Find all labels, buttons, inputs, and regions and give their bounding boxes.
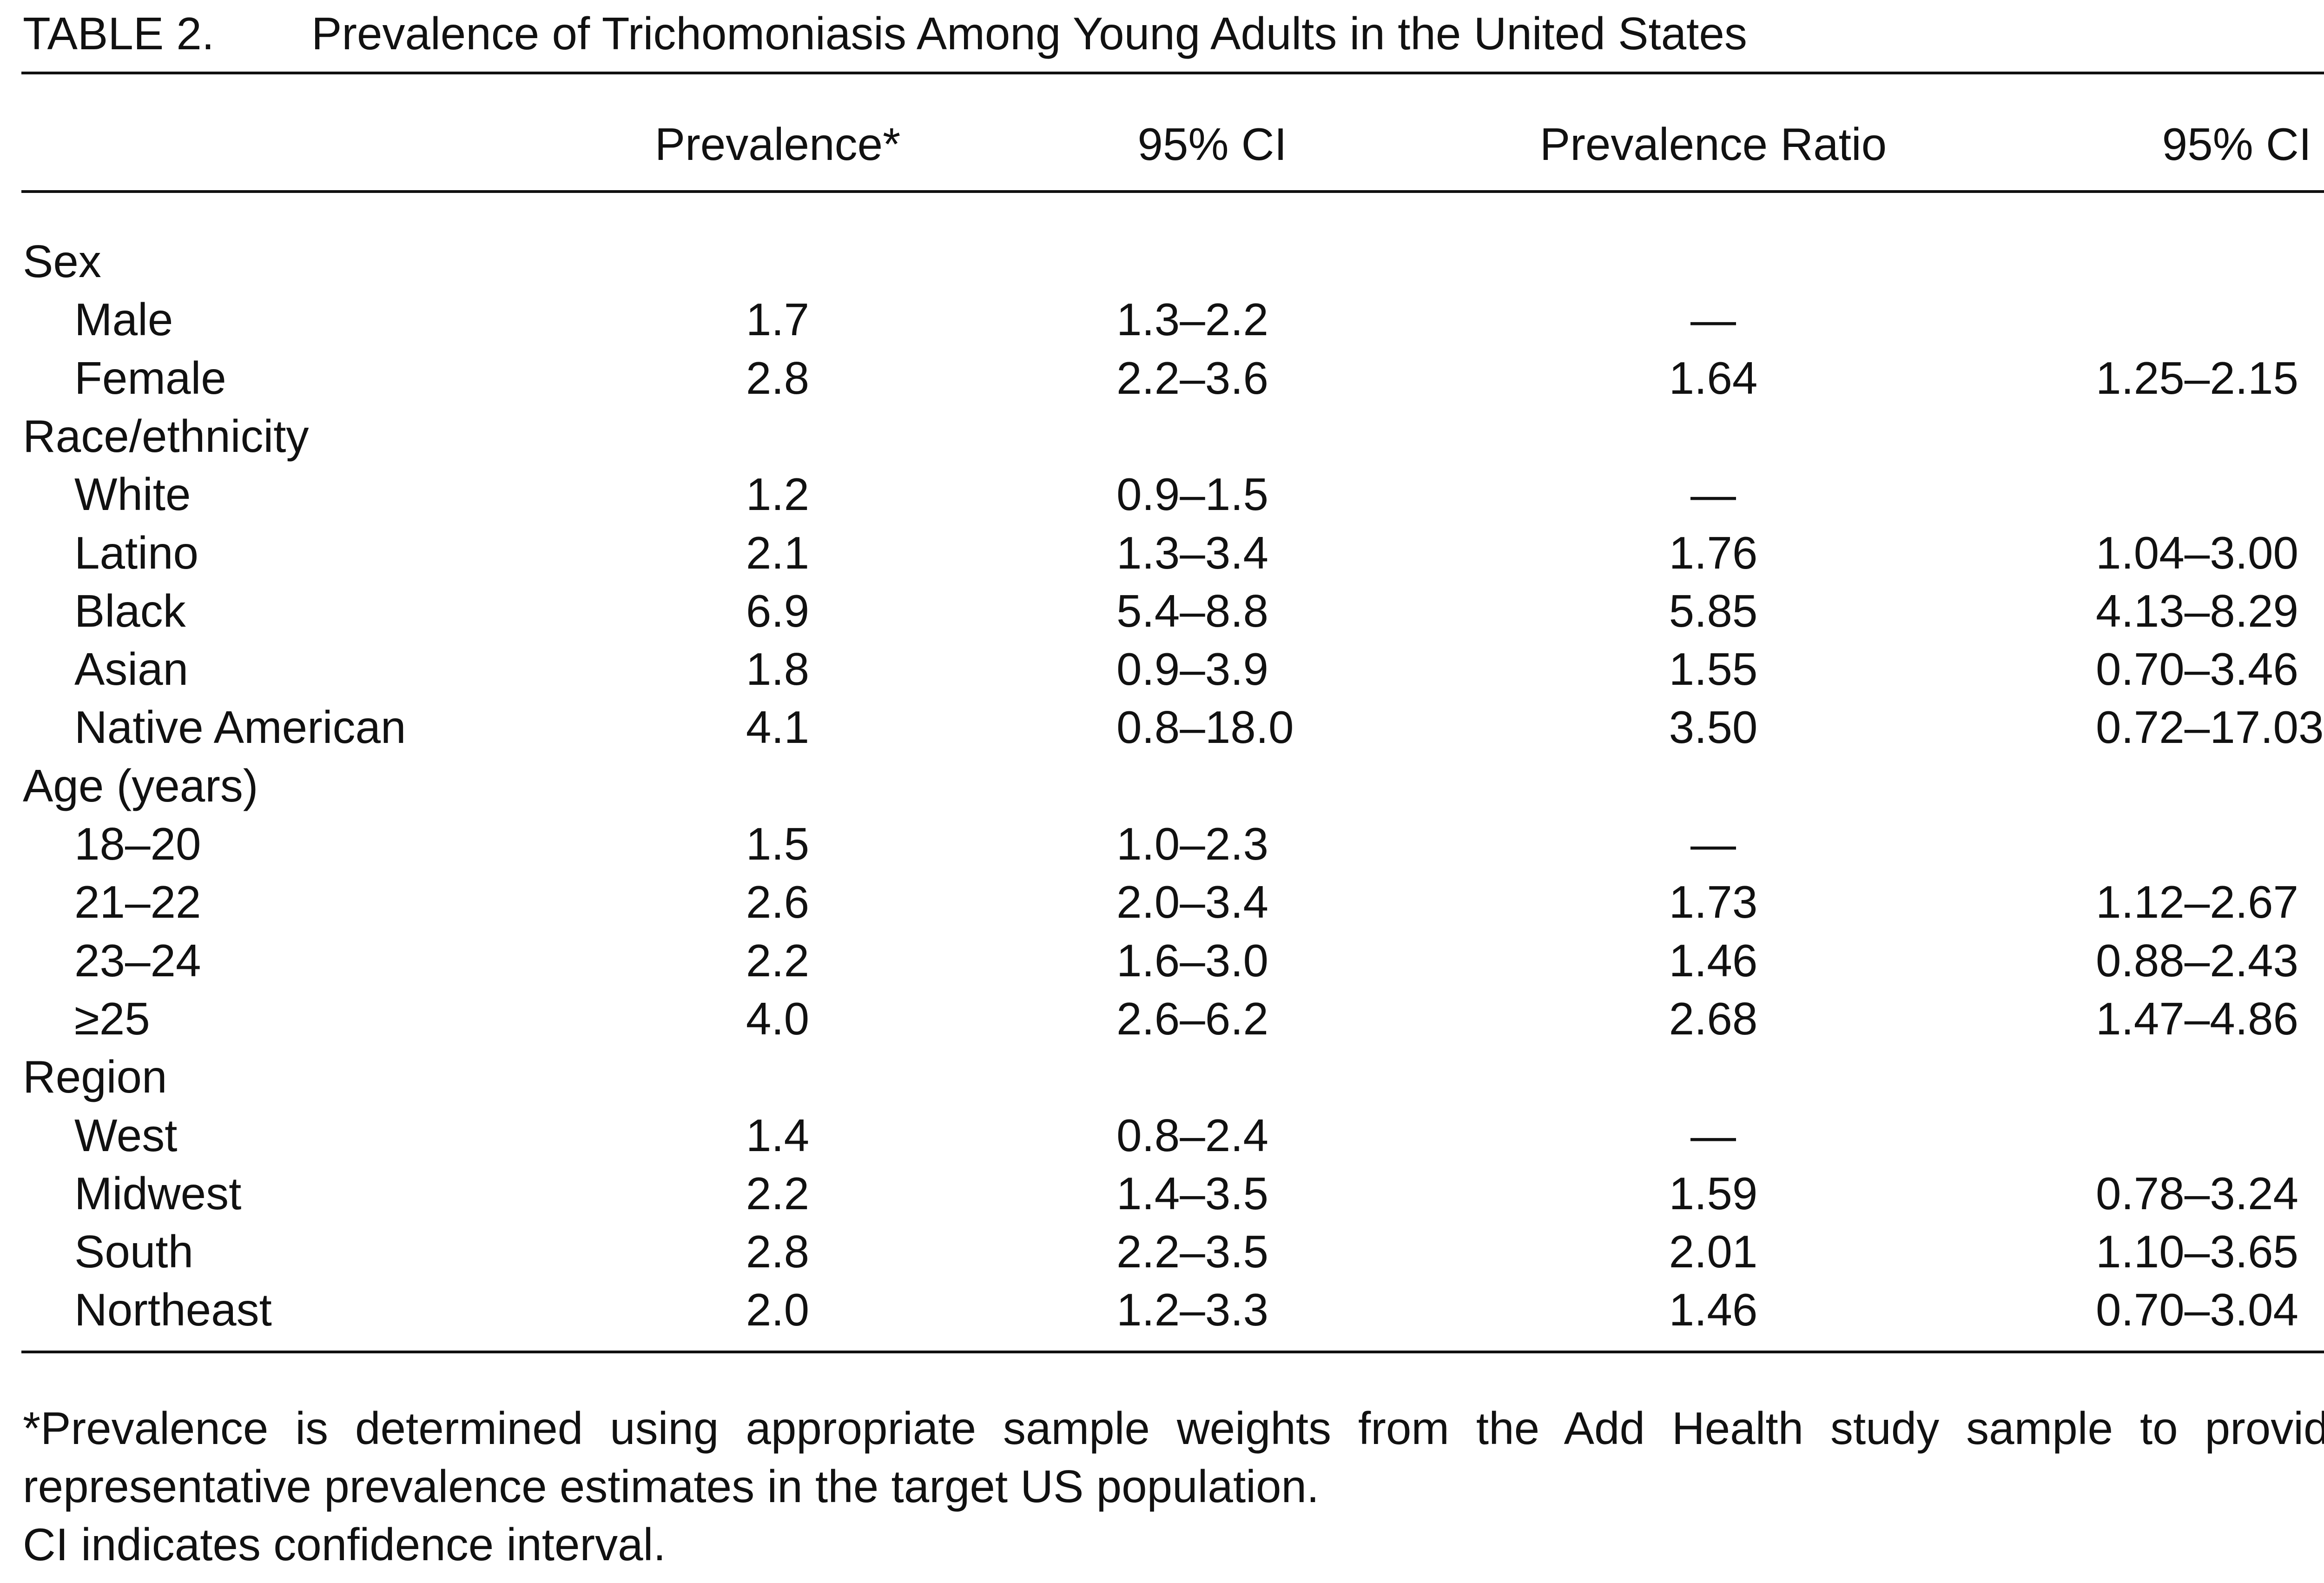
cell: 1.3–2.2 — [1116, 294, 1268, 345]
row-label: ≥25 — [74, 993, 150, 1044]
cell: 1.04–3.00 — [2096, 527, 2298, 578]
cell: 1.25–2.15 — [2096, 352, 2298, 404]
cell: — — [1690, 818, 1736, 869]
cell: 0.9–1.5 — [1116, 469, 1268, 520]
cell: 1.3–3.4 — [1116, 527, 1268, 578]
cell: 1.64 — [1669, 352, 1758, 404]
cell: 2.2 — [746, 934, 810, 986]
cell: 2.68 — [1669, 993, 1758, 1044]
group-label: Region — [23, 1051, 167, 1103]
cell: 1.10–3.65 — [2096, 1226, 2298, 1278]
cell: — — [1690, 1109, 1736, 1161]
cell: 1.46 — [1669, 934, 1758, 986]
row-label: Latino — [74, 527, 199, 578]
cell: 1.6–3.0 — [1116, 934, 1268, 986]
cell: 2.2–3.5 — [1116, 1226, 1268, 1278]
footnote: CI indicates confidence interval. — [23, 1519, 666, 1570]
row-label: 23–24 — [74, 934, 201, 986]
cell: 2.2–3.6 — [1116, 352, 1268, 404]
cell: 2.6 — [746, 876, 810, 928]
cell: 0.88–2.43 — [2096, 934, 2298, 986]
row-label: Midwest — [74, 1167, 242, 1219]
header-rule — [21, 190, 2324, 193]
cell: 2.8 — [746, 1226, 810, 1278]
row-label: 18–20 — [74, 818, 201, 869]
table-title: Prevalence of Trichomoniasis Among Young… — [311, 8, 1747, 59]
cell: 1.46 — [1669, 1284, 1758, 1336]
cell: 2.6–6.2 — [1116, 993, 1268, 1044]
row-label: White — [74, 469, 191, 520]
cell: 1.47–4.86 — [2096, 993, 2298, 1044]
footnotes: *Prevalence is determined using appropri… — [23, 1399, 2324, 1574]
cell: — — [1690, 294, 1736, 345]
cell: 0.8–18.0 — [1116, 702, 1294, 753]
cell: 2.01 — [1669, 1226, 1758, 1278]
cell: 4.1 — [746, 702, 810, 753]
column-header: Prevalence Ratio — [1539, 119, 1887, 170]
bottom-rule — [21, 1351, 2324, 1353]
column-header: Prevalence* — [654, 119, 901, 170]
cell: 1.2–3.3 — [1116, 1284, 1268, 1336]
cell: 1.2 — [746, 469, 810, 520]
cell: 4.13–8.29 — [2096, 585, 2298, 636]
cell: 1.0–2.3 — [1116, 818, 1268, 869]
cell: 0.72–17.03 — [2096, 702, 2324, 753]
cell: 5.85 — [1669, 585, 1758, 636]
cell: 1.4 — [746, 1109, 810, 1161]
cell: 2.2 — [746, 1167, 810, 1219]
row-label: 21–22 — [74, 876, 201, 928]
cell: 2.1 — [746, 527, 810, 578]
row-label: Female — [74, 352, 226, 404]
cell: 0.78–3.24 — [2096, 1167, 2298, 1219]
cell: 2.8 — [746, 352, 810, 404]
cell: 1.59 — [1669, 1167, 1758, 1219]
row-label: Male — [74, 294, 173, 345]
column-header: 95% CI — [2162, 119, 2311, 170]
cell: 1.7 — [746, 294, 810, 345]
cell: 2.0 — [746, 1284, 810, 1336]
cell: 0.8–2.4 — [1116, 1109, 1268, 1161]
cell: 4.0 — [746, 993, 810, 1044]
cell: 1.12–2.67 — [2096, 876, 2298, 928]
row-label: Native American — [74, 702, 406, 753]
cell: 1.8 — [746, 643, 810, 695]
cell: 1.55 — [1669, 643, 1758, 695]
top-rule — [21, 72, 2324, 74]
column-header: 95% CI — [1137, 119, 1287, 170]
row-label: Northeast — [74, 1284, 272, 1336]
cell: 0.9–3.9 — [1116, 643, 1268, 695]
cell: 6.9 — [746, 585, 810, 636]
group-label: Sex — [23, 236, 101, 287]
group-label: Race/ethnicity — [23, 410, 309, 462]
cell: 2.0–3.4 — [1116, 876, 1268, 928]
cell: 1.5 — [746, 818, 810, 869]
row-label: Asian — [74, 643, 189, 695]
cell: — — [1690, 469, 1736, 520]
row-label: West — [74, 1109, 178, 1161]
cell: 0.70–3.04 — [2096, 1284, 2298, 1336]
footnote: *Prevalence is determined using appropri… — [23, 1403, 2324, 1512]
cell: 1.73 — [1669, 876, 1758, 928]
group-label: Age (years) — [23, 760, 258, 811]
cell: 1.4–3.5 — [1116, 1167, 1268, 1219]
row-label: Black — [74, 585, 186, 636]
cell: 0.70–3.46 — [2096, 643, 2298, 695]
cell: 5.4–8.8 — [1116, 585, 1268, 636]
row-label: South — [74, 1226, 194, 1278]
table-label: TABLE 2. — [23, 8, 215, 59]
cell: 3.50 — [1669, 702, 1758, 753]
cell: 1.76 — [1669, 527, 1758, 578]
